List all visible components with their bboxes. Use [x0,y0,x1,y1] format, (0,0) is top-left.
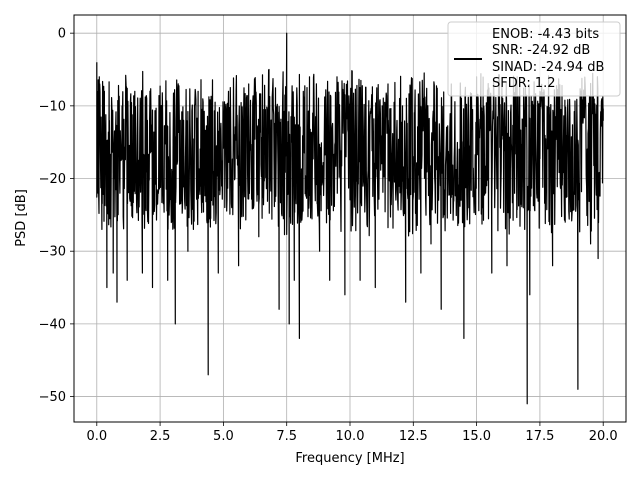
y-axis-label: PSD [dB] [14,189,29,247]
y-tick-label: −10 [39,99,66,114]
psd-series-line [96,32,604,405]
legend-snr: SNR: -24.92 dB [492,43,590,58]
x-tick-label: 5.0 [213,429,234,444]
x-axis-ticks: 0.0 2.5 5.0 7.5 10.0 12.5 15.0 17.5 20.0 [86,422,618,444]
x-tick-label: 10.0 [336,429,365,444]
x-tick-label: 17.5 [525,429,554,444]
y-tick-label: −20 [39,172,66,187]
y-tick-label: −40 [39,317,66,332]
x-axis-label: Frequency [MHz] [295,451,404,466]
x-tick-label: 0.0 [86,429,107,444]
legend-sinad: SINAD: -24.94 dB [492,60,604,75]
y-tick-label: −50 [39,390,66,405]
legend-sfdr: SFDR: 1.2 [492,76,556,91]
legend-enob: ENOB: -4.43 bits [492,27,599,42]
x-tick-label: 12.5 [399,429,428,444]
x-tick-label: 20.0 [589,429,618,444]
x-tick-label: 15.0 [462,429,491,444]
series-layer [96,32,604,405]
x-tick-label: 7.5 [276,429,297,444]
legend-box [447,21,621,97]
y-tick-label: 0 [58,27,66,42]
legend: ENOB: -4.43 bits SNR: -24.92 dB SINAD: -… [447,21,621,97]
y-tick-label: −30 [39,245,66,260]
y-axis-ticks: 0 −10 −20 −30 −40 −50 [39,27,74,405]
x-tick-label: 2.5 [150,429,171,444]
